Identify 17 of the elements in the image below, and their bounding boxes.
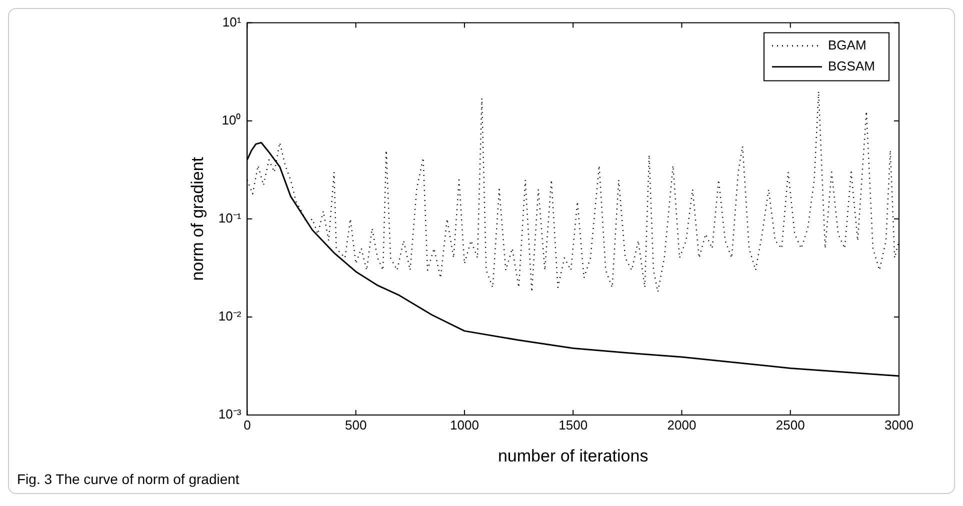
x-axis-title: number of iterations [498, 446, 648, 466]
y-tick-label: 10⁻³ [218, 406, 242, 422]
x-tick-label: 0 [244, 417, 251, 432]
legend-label: BGSAM [828, 58, 875, 74]
y-tick-label: 10⁻¹ [218, 210, 242, 226]
x-tick-label: 2500 [776, 417, 805, 432]
x-tick-label: 2000 [667, 417, 696, 432]
y-tick-label: 10⁻² [218, 308, 242, 324]
caption: Fig. 3 The curve of norm of gradient [16, 471, 240, 487]
x-tick-label: 3000 [884, 417, 914, 432]
y-tick-label: 10¹ [222, 14, 242, 30]
x-tick-label: 500 [344, 417, 367, 432]
y-axis-title: norm of gradient [188, 156, 207, 281]
legend-label: BGAM [828, 37, 866, 52]
x-tick-label: 1000 [450, 417, 479, 432]
y-tick-label: 10⁰ [222, 112, 242, 128]
x-tick-label: 1500 [558, 417, 588, 432]
